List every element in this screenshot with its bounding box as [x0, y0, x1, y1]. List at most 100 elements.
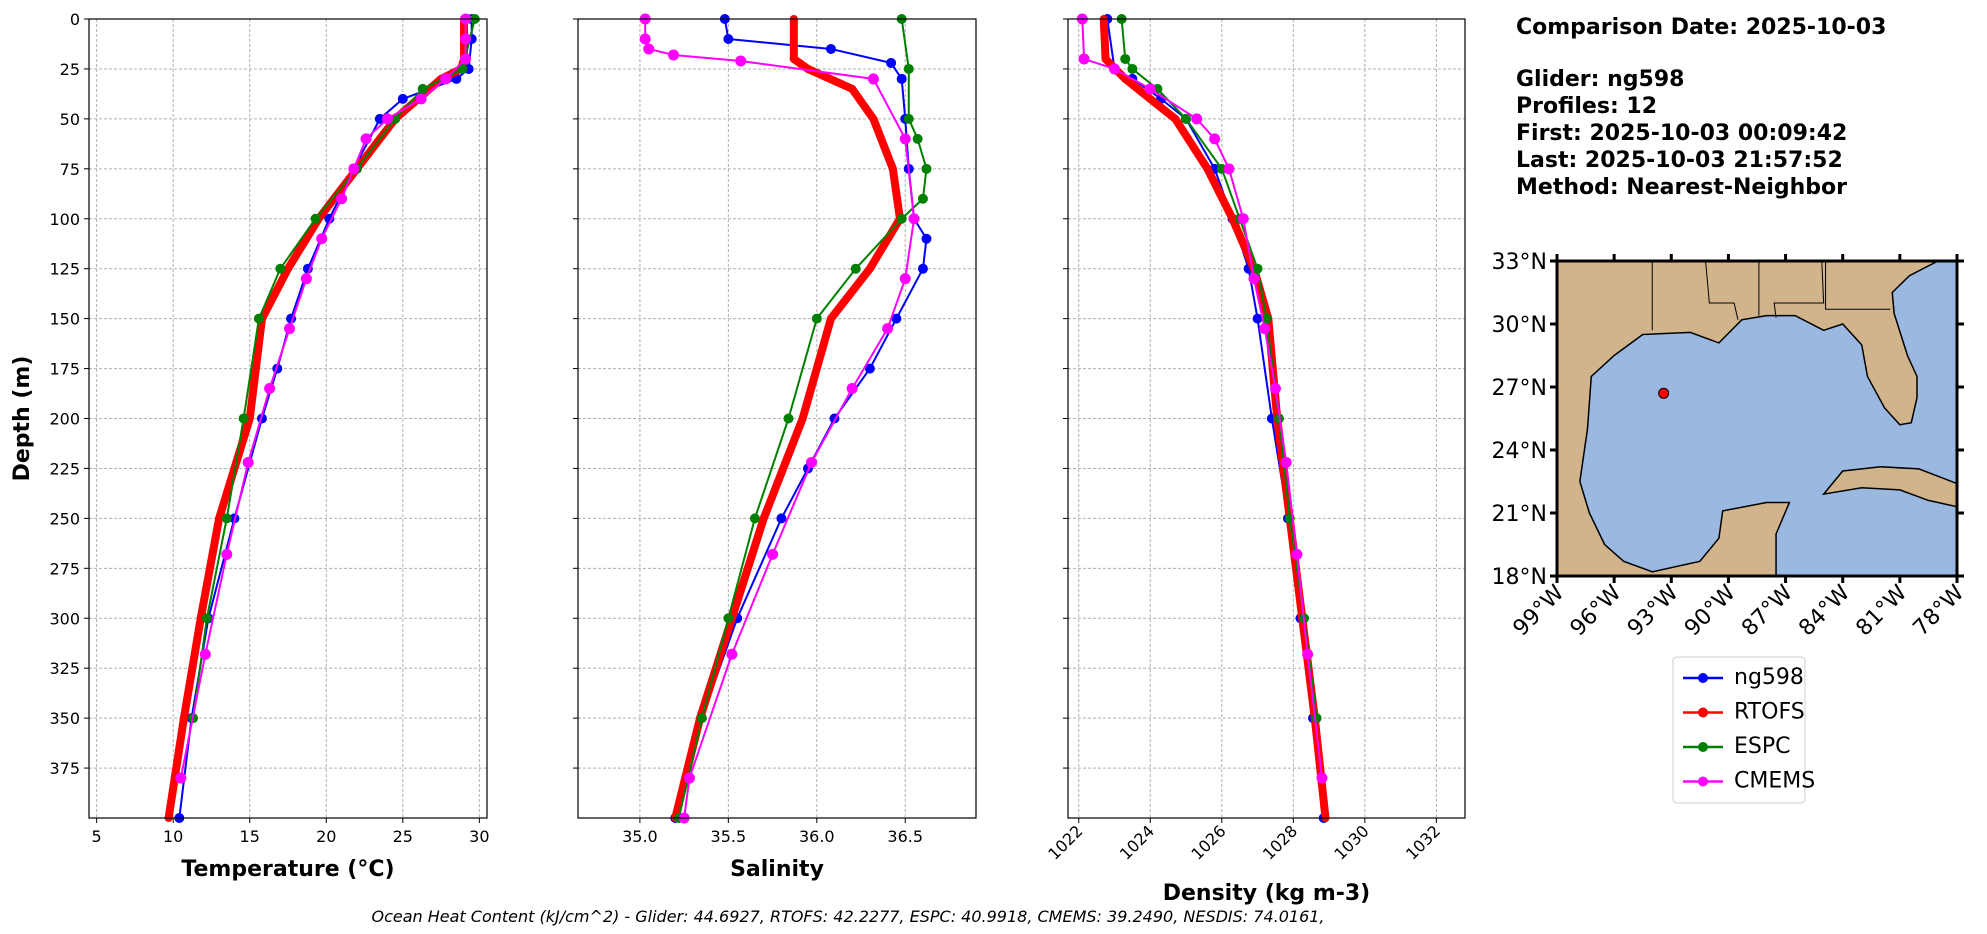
- x-tick-label: 20: [316, 827, 336, 846]
- profile-point: [921, 163, 932, 174]
- x-axis-label: Density (kg m-3): [1163, 881, 1371, 906]
- x-tick-label: 35.5: [711, 827, 747, 846]
- legend-marker: [1698, 673, 1708, 683]
- x-tick-label: 5: [92, 827, 102, 846]
- profile-point: [284, 264, 292, 273]
- map-frame: [1555, 259, 1959, 578]
- lon-label: 81°W: [1851, 580, 1912, 641]
- profile-point: [238, 413, 249, 424]
- lon-label: 78°W: [1909, 580, 1970, 641]
- profile-point: [242, 456, 254, 468]
- footer: Ocean Heat Content (kJ/cm^2) - Glider: 4…: [371, 907, 1324, 926]
- profile-point: [1291, 548, 1303, 560]
- y-axis-label: Depth (m): [10, 356, 35, 482]
- profile-point: [776, 513, 787, 524]
- y-tick-label: 200: [49, 410, 80, 429]
- x-tick-label: 1030: [1330, 821, 1372, 863]
- info-line: Glider: ng598: [1516, 67, 1684, 92]
- map-border: [1773, 260, 1825, 318]
- profile-point: [798, 414, 807, 423]
- x-tick-label: 10: [163, 827, 183, 846]
- profile-point: [639, 33, 651, 45]
- profile-point: [1078, 53, 1090, 65]
- profile-point: [1203, 164, 1212, 173]
- profile-point: [1108, 63, 1120, 75]
- info-line: Last: 2025-10-03 21:57:52: [1516, 148, 1843, 173]
- x-tick-label: 36.5: [887, 827, 923, 846]
- y-tick-label: 0: [70, 10, 80, 29]
- profile-point: [846, 383, 858, 395]
- y-tick-label: 350: [49, 709, 80, 728]
- profile-point: [1101, 54, 1110, 63]
- lat-label: 33°N: [1492, 250, 1547, 275]
- profile-point: [417, 83, 428, 94]
- profile-line: [671, 19, 904, 819]
- info-line: First: 2025-10-03 00:09:42: [1516, 121, 1847, 146]
- profile-point: [336, 193, 348, 205]
- profile-point: [275, 263, 286, 274]
- profile-point: [643, 43, 655, 55]
- info-line: Comparison Date: 2025-10-03: [1516, 15, 1886, 40]
- map-water: [1579, 260, 1958, 577]
- profile-point: [199, 648, 211, 660]
- profile-point: [440, 73, 452, 85]
- profile-point: [1181, 113, 1192, 124]
- profile-point: [1209, 133, 1221, 145]
- profile-point: [850, 263, 861, 274]
- y-tick-label: 375: [49, 759, 80, 778]
- profile-point: [360, 133, 372, 145]
- map-border: [1825, 261, 1891, 310]
- profile-point: [1269, 383, 1281, 395]
- profile-point: [1311, 713, 1322, 724]
- profile-point: [865, 264, 874, 273]
- y-tick-label: 250: [49, 509, 80, 528]
- profile-point: [899, 273, 911, 285]
- x-tick-label: 1022: [1044, 821, 1086, 863]
- lat-label: 27°N: [1492, 376, 1547, 401]
- lon-label: 87°W: [1737, 580, 1798, 641]
- y-tick-label: 300: [49, 609, 80, 628]
- y-tick-label: 175: [49, 360, 80, 379]
- y-tick-label: 25: [60, 60, 80, 79]
- profile-line: [674, 18, 928, 819]
- x-tick-label: 35.0: [622, 827, 658, 846]
- x-tick-label: 1032: [1402, 821, 1444, 863]
- x-tick-label: 15: [240, 827, 260, 846]
- profile-point: [867, 73, 879, 85]
- profile-point: [1302, 648, 1314, 660]
- profile-point: [749, 513, 760, 524]
- profile-point: [917, 193, 928, 204]
- profile-point: [899, 133, 911, 145]
- y-tick-label: 50: [60, 110, 80, 129]
- map: [1555, 259, 1959, 578]
- legend-marker: [1698, 776, 1708, 787]
- profile-point: [896, 73, 907, 84]
- profile-point: [1120, 53, 1131, 64]
- profile-point: [903, 63, 914, 74]
- lon-label: 93°W: [1623, 580, 1684, 641]
- lat-label: 24°N: [1492, 439, 1547, 464]
- profile-point: [316, 233, 328, 245]
- profile-point: [1171, 114, 1180, 123]
- profile-point: [912, 133, 923, 144]
- lat-label: 18°N: [1492, 565, 1547, 590]
- y-tick-label: 100: [49, 210, 80, 229]
- legend-label: RTOFS: [1734, 700, 1805, 725]
- profile-point: [882, 323, 894, 335]
- profile-point: [374, 113, 385, 124]
- profile-point: [1237, 213, 1249, 225]
- legend-box: [1672, 656, 1806, 804]
- profile-point: [300, 273, 312, 285]
- profile-point: [789, 54, 798, 63]
- profile-point: [201, 613, 212, 624]
- profile-point: [221, 548, 233, 560]
- profile-point: [891, 313, 902, 324]
- profile-point: [869, 114, 878, 123]
- profile-point: [921, 233, 932, 244]
- info-line: Profiles: 12: [1516, 94, 1657, 119]
- profile-point: [1252, 313, 1263, 324]
- profile-point: [1228, 214, 1237, 223]
- profile-point: [221, 513, 232, 524]
- y-tick-label: 275: [49, 559, 80, 578]
